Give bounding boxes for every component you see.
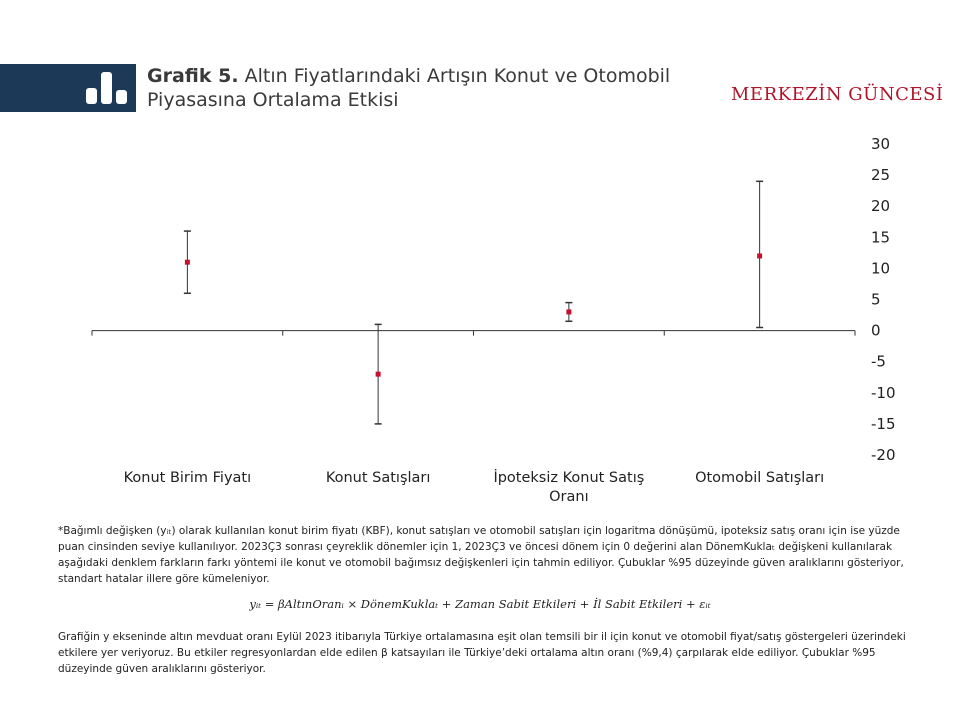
- y-tick-label: 5: [871, 291, 881, 309]
- y-tick-label: -15: [871, 415, 896, 433]
- data-point: [184, 259, 190, 265]
- y-tick-label: 10: [871, 259, 890, 277]
- chart-title-text: Altın Fiyatlarındaki Artışın Konut ve Ot…: [147, 65, 671, 111]
- chart: 30 25 20 15 10 5 0 -5 -10 -15 -20: [91, 135, 896, 464]
- y-tick-label: 15: [871, 228, 890, 246]
- data-point: [375, 371, 381, 377]
- footnote-1: *Bağımlı değişken (yᵢₜ) olarak kullanıla…: [58, 525, 904, 585]
- y-tick-label: 20: [871, 197, 890, 215]
- chart-title: Grafik 5. Altın Fiyatlarındaki Artışın K…: [147, 64, 707, 112]
- chart-title-label: Grafik 5.: [147, 65, 239, 87]
- y-tick-label: 30: [871, 135, 890, 153]
- x-category-label: İpoteksiz Konut Satış Oranı: [493, 470, 645, 505]
- brand-name: MERKEZİN GÜNCESİ: [731, 84, 944, 105]
- regression-formula: yᵢₜ = βAltınOranᵢ × DönemKuklaₜ + Zaman …: [249, 597, 711, 611]
- bar-chart-icon: [86, 72, 127, 104]
- x-category-label: Otomobil Satışları: [695, 470, 825, 486]
- data-point: [566, 309, 572, 315]
- x-category-label: Konut Satışları: [325, 470, 431, 486]
- y-tick-label: 0: [871, 322, 881, 340]
- y-tick-label: -20: [871, 446, 896, 464]
- y-tick-label: 25: [871, 166, 890, 184]
- footnote-2: Grafiğin y ekseninde altın mevduat oranı…: [58, 631, 906, 675]
- x-category-label: Konut Birim Fiyatı: [123, 470, 252, 486]
- y-tick-label: -5: [871, 353, 886, 371]
- data-point: [757, 253, 763, 259]
- y-tick-label: -10: [871, 384, 896, 402]
- logo-bar: [0, 64, 136, 112]
